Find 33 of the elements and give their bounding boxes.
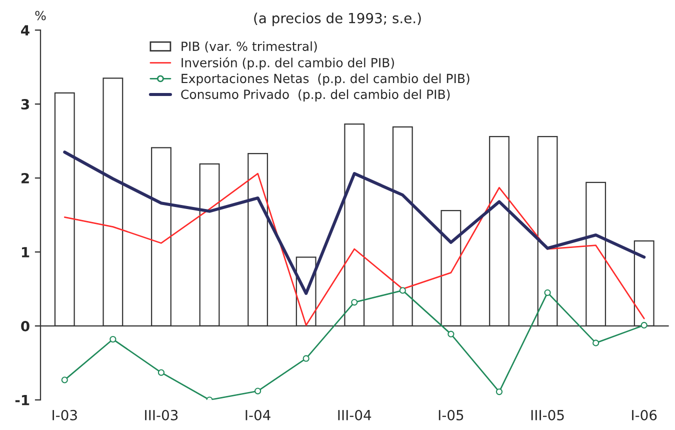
point bbox=[254, 388, 262, 394]
x-tick-label: I-06 bbox=[632, 410, 657, 420]
point bbox=[399, 287, 406, 294]
legend-label: Consumo Privado (p.p. del cambio del PIB) bbox=[181, 89, 450, 102]
point bbox=[61, 376, 68, 384]
y-axis-title: % bbox=[35, 10, 46, 20]
point bbox=[351, 298, 358, 306]
y-tick-label: 4 bbox=[21, 25, 30, 36]
x-tick-label: I-03 bbox=[52, 410, 77, 420]
point bbox=[158, 369, 165, 376]
legend-label: PIB (var. % trimestral) bbox=[182, 41, 317, 52]
chart-subtitle: (a precios de 1993; s.e.) bbox=[254, 12, 421, 26]
y-tick-label: 0 bbox=[21, 320, 30, 332]
x-tick-label: III-03 bbox=[145, 410, 178, 420]
line-series bbox=[63, 150, 646, 295]
y-tick-label: 2 bbox=[22, 172, 29, 184]
legend-label: Exportaciones Netas (p.p. del cambio del PIB) bbox=[182, 74, 470, 86]
x-tick-label: I-05 bbox=[438, 410, 464, 420]
y-tick-label: 1 bbox=[22, 247, 30, 258]
point bbox=[544, 289, 551, 296]
y-tick-label: -1 bbox=[15, 395, 30, 406]
point bbox=[592, 340, 600, 346]
y-tick-label: 3 bbox=[21, 99, 29, 110]
x-tick-label: I-04 bbox=[246, 410, 270, 420]
point bbox=[110, 336, 116, 343]
x-tick-label: III-05 bbox=[531, 410, 564, 420]
point bbox=[302, 355, 310, 362]
point bbox=[448, 330, 454, 338]
point bbox=[496, 388, 503, 396]
point bbox=[640, 322, 648, 328]
legend-label: Inversión (p.p. del cambio del PIB) bbox=[182, 57, 394, 70]
line-series bbox=[64, 172, 645, 326]
x-tick-label: III-04 bbox=[338, 410, 372, 420]
